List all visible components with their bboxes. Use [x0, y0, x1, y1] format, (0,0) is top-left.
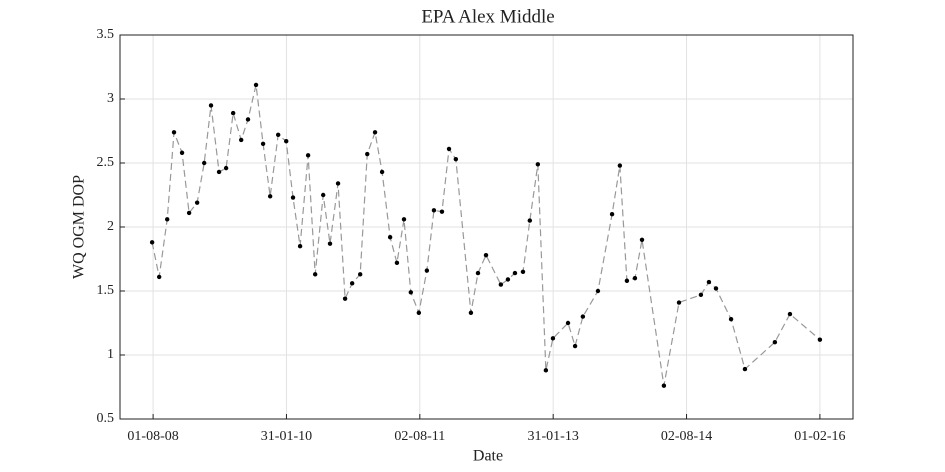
data-point: [372, 130, 378, 135]
data-point: [275, 132, 281, 138]
x-tick-label: 02-08-14: [661, 429, 712, 444]
data-point: [223, 165, 229, 171]
data-point: [512, 270, 518, 276]
data-point: [475, 270, 481, 276]
data-point: [230, 110, 236, 116]
data-point: [446, 146, 452, 152]
plot-frame: [119, 34, 854, 420]
data-point: [543, 368, 549, 373]
x-tick-label: 02-08-11: [394, 429, 445, 444]
data-point: [238, 137, 244, 143]
chart-title: EPA Alex Middle: [421, 6, 554, 27]
data-point: [290, 195, 296, 200]
data-point: [728, 316, 734, 322]
y-tick-label: 1: [107, 347, 114, 362]
data-point: [156, 274, 162, 280]
data-point: [565, 320, 571, 326]
data-point: [772, 340, 778, 345]
data-point: [260, 141, 266, 146]
data-point: [676, 300, 682, 305]
data-point: [661, 383, 667, 388]
data-point: [416, 310, 422, 315]
data-point: [216, 169, 222, 175]
data-point: [305, 153, 311, 158]
x-tick-label: 01-02-16: [794, 429, 845, 444]
data-point: [617, 163, 623, 168]
data-point: [394, 260, 400, 266]
data-point: [327, 241, 333, 246]
x-tick-label: 01-08-08: [127, 429, 178, 444]
data-point: [520, 269, 526, 274]
data-point: [639, 237, 645, 242]
data-point: [742, 366, 748, 372]
y-tick-label: 2.5: [97, 155, 115, 170]
data-point: [149, 240, 155, 245]
data-point: [505, 277, 511, 282]
data-point: [186, 210, 192, 216]
data-point: [431, 208, 437, 213]
data-point: [713, 286, 719, 291]
data-point: [535, 162, 541, 167]
y-axis-label: WQ OGM DOP: [71, 175, 88, 279]
data-point: [453, 156, 459, 162]
data-point: [365, 151, 370, 157]
data-point: [698, 292, 704, 298]
data-point: [179, 150, 185, 155]
data-point: [468, 310, 474, 315]
data-point: [171, 130, 177, 135]
y-tick-label: 1.5: [97, 283, 115, 298]
data-point: [208, 103, 214, 108]
data-point: [202, 160, 207, 166]
x-tick-label: 31-01-13: [528, 429, 579, 444]
data-point: [349, 281, 355, 286]
data-point: [498, 282, 504, 287]
data-point: [379, 169, 385, 175]
data-point: [253, 82, 259, 88]
data-point: [580, 314, 586, 319]
data-point: [284, 139, 289, 144]
data-point: [706, 279, 712, 285]
data-point: [483, 252, 489, 258]
data-point: [194, 200, 200, 205]
y-tick-label: 3.5: [97, 27, 115, 42]
data-point: [245, 117, 251, 122]
data-point: [312, 272, 318, 277]
data-point: [609, 212, 615, 217]
data-point: [267, 194, 273, 199]
x-axis-label: Date: [473, 448, 503, 465]
data-point: [297, 244, 303, 249]
data-point: [439, 209, 445, 214]
data-point: [401, 217, 407, 222]
x-tick-label: 31-01-10: [261, 429, 312, 444]
data-point: [321, 192, 326, 198]
data-point: [387, 235, 393, 240]
data-point: [817, 337, 823, 342]
data-point: [550, 336, 556, 341]
data-point: [342, 296, 348, 301]
data-point: [408, 290, 414, 295]
data-point: [335, 181, 341, 186]
data-point: [595, 288, 601, 294]
data-point: [787, 311, 793, 317]
data-point: [624, 278, 630, 283]
y-tick-label: 3: [107, 91, 114, 106]
data-point: [527, 218, 533, 223]
data-point: [632, 276, 638, 281]
data-point: [572, 343, 578, 349]
data-point: [424, 268, 430, 273]
data-point: [165, 217, 170, 222]
y-tick-label: 0.5: [97, 411, 115, 426]
data-point: [357, 272, 363, 277]
y-tick-label: 2: [107, 219, 114, 234]
